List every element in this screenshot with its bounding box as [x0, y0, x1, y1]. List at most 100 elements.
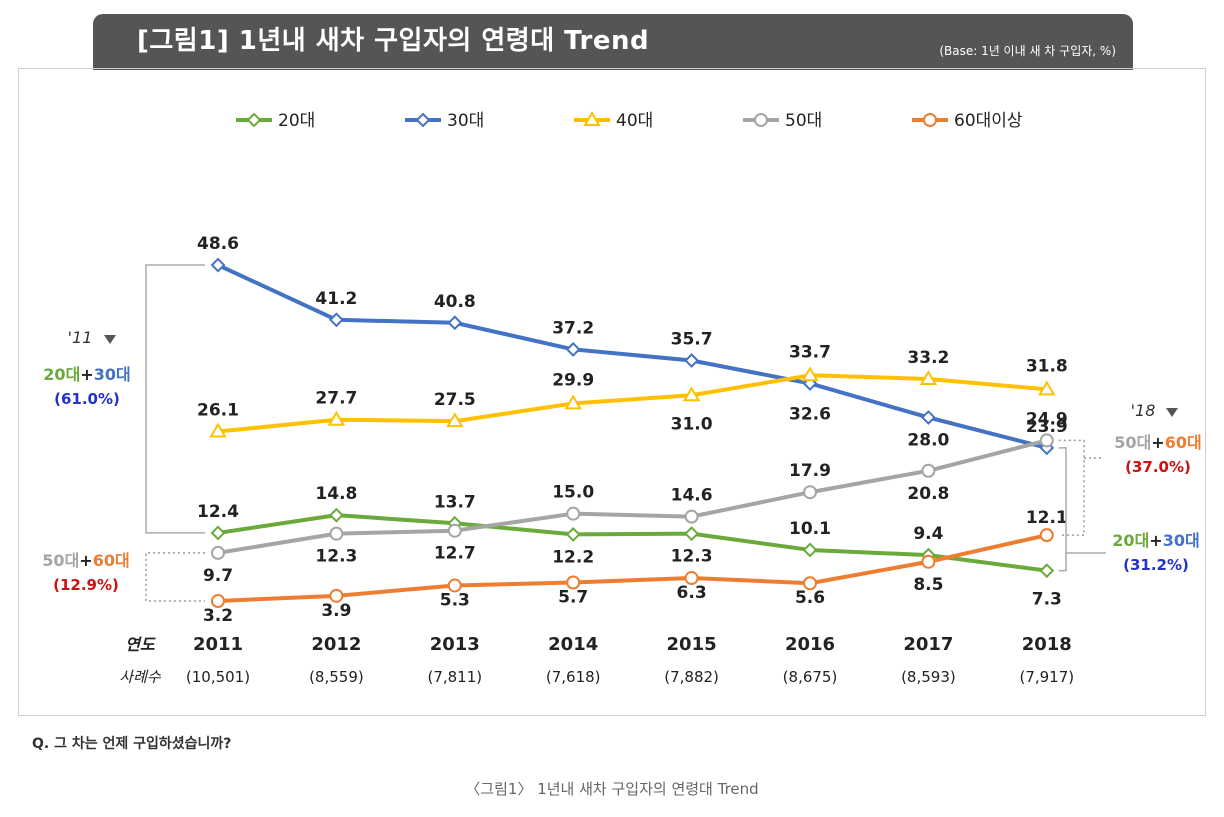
x-tick-1: 2012: [311, 634, 361, 655]
value-label-4-7: 12.1: [1026, 508, 1068, 528]
value-label-3-2: 12.7: [434, 544, 476, 564]
value-label-1-0: 48.6: [197, 234, 239, 254]
point-4-6: [921, 554, 936, 569]
value-label-0-4: 12.3: [671, 547, 713, 567]
bracket-right-young: [1058, 447, 1067, 572]
value-label-3-4: 14.6: [671, 486, 713, 506]
legend-label-0: 20대: [278, 111, 315, 131]
sample-size-7: (7,917): [1019, 668, 1074, 686]
series-line-3: [217, 438, 1048, 555]
base-note: (Base: 1년 이내 새 차 구입자, %): [939, 44, 1116, 58]
point-1-1: [328, 312, 344, 328]
x-axis-label: 연도: [125, 635, 156, 654]
value-label-1-1: 41.2: [315, 289, 357, 309]
point-4-7: [1039, 528, 1054, 543]
left-year-label: '11: [68, 328, 93, 347]
right-young-part: 30대: [1163, 531, 1200, 550]
value-label-2-2: 27.5: [434, 390, 476, 410]
right-old-part: 60대: [1165, 433, 1202, 452]
point-3-7: [1039, 433, 1054, 448]
value-label-0-7: 7.3: [1032, 590, 1062, 610]
point-0-4: [684, 526, 700, 542]
x-tick-7: 2018: [1022, 634, 1072, 655]
series-line-4: [217, 533, 1048, 603]
right-old-part: 50대: [1114, 433, 1151, 452]
point-4-1: [329, 588, 344, 603]
point-0-7: [1039, 563, 1055, 579]
value-label-1-7: 23.9: [1026, 417, 1068, 437]
left-old-label: 50대+60대: [42, 551, 129, 570]
value-label-0-1: 14.8: [315, 484, 357, 504]
value-label-0-0: 12.4: [197, 502, 239, 522]
value-label-4-4: 6.3: [677, 583, 707, 603]
point-3-4: [684, 509, 699, 524]
point-2-6: [919, 370, 938, 385]
value-label-2-0: 26.1: [197, 401, 239, 421]
value-label-3-1: 12.3: [315, 547, 357, 567]
value-label-0-3: 12.2: [552, 547, 594, 567]
point-3-6: [921, 463, 936, 478]
x-tick-6: 2017: [903, 634, 953, 655]
point-2-2: [446, 412, 464, 428]
legend-label-4: 60대이상: [954, 111, 1023, 131]
right-year-label: '18: [1131, 401, 1156, 420]
sample-size-label: 사례수: [119, 668, 162, 686]
value-label-3-6: 20.8: [907, 484, 949, 504]
point-3-5: [803, 485, 817, 500]
left-young-value: (61.0%): [54, 390, 120, 408]
value-label-2-1: 27.7: [315, 389, 357, 409]
x-tick-0: 2011: [193, 634, 243, 655]
bracket-left-young: [145, 264, 205, 534]
chart-frame: [18, 68, 1206, 716]
left-old-value: (12.9%): [53, 576, 119, 594]
value-label-0-2: 13.7: [434, 492, 476, 512]
right-old-part: +: [1151, 433, 1164, 452]
value-label-2-4: 31.0: [671, 414, 713, 434]
value-label-3-5: 17.9: [789, 461, 831, 481]
series-line-2: [217, 373, 1047, 434]
value-label-4-3: 5.7: [558, 588, 588, 608]
x-tick-4: 2015: [667, 634, 717, 655]
point-2-4: [682, 386, 701, 402]
sample-size-3: (7,618): [546, 668, 601, 686]
legend-marker-1: [415, 112, 431, 128]
point-2-0: [209, 422, 227, 438]
right-young-label: 20대+30대: [1112, 531, 1199, 550]
figure-caption: 〈그림1〉 1년내 새차 구입자의 연령대 Trend: [465, 780, 759, 798]
value-label-0-6: 9.4: [913, 524, 943, 544]
value-label-3-3: 15.0: [552, 483, 594, 503]
survey-question: Q. 그 차는 언제 구입하셨습니까?: [32, 736, 232, 752]
point-1-6: [920, 410, 936, 425]
point-2-5: [801, 366, 819, 382]
point-4-0: [211, 594, 225, 608]
point-1-0: [210, 257, 226, 273]
point-2-3: [564, 394, 582, 410]
left-young-part: +: [80, 365, 93, 384]
point-0-5: [802, 542, 818, 558]
left-young-part: 20대: [43, 365, 80, 384]
left-young-part: 30대: [94, 365, 131, 384]
line-chart: 20대 30대 40대 50대 60대이상 12.4 14.8 13.7 12.2 12.3 10.…: [42, 111, 1202, 686]
point-3-2: [447, 523, 462, 538]
sample-size-0: (10,501): [186, 668, 250, 686]
value-label-2-7: 31.8: [1026, 356, 1068, 376]
legend-marker-2: [583, 111, 601, 126]
sample-size-4: (7,882): [664, 668, 719, 686]
right-old-value: (37.0%): [1125, 458, 1191, 476]
sample-size-1: (8,559): [309, 668, 364, 686]
point-0-1: [328, 507, 344, 523]
legend-marker-4: [923, 113, 937, 127]
x-tick-5: 2016: [785, 634, 835, 655]
point-0-3: [565, 526, 581, 542]
point-1-3: [565, 341, 581, 357]
value-label-1-3: 37.2: [552, 318, 594, 338]
value-label-1-4: 35.7: [671, 330, 713, 350]
legend-label-2: 40대: [616, 111, 653, 131]
value-label-3-0: 9.7: [203, 566, 233, 586]
chart-title: [그림1] 1년내 새차 구입자의 연령대 Trend: [137, 26, 650, 56]
point-1-4: [684, 353, 700, 368]
value-label-0-5: 10.1: [789, 519, 831, 539]
series-line-0: [217, 513, 1048, 573]
point-2-1: [327, 410, 346, 426]
title-banner: [93, 14, 1133, 70]
